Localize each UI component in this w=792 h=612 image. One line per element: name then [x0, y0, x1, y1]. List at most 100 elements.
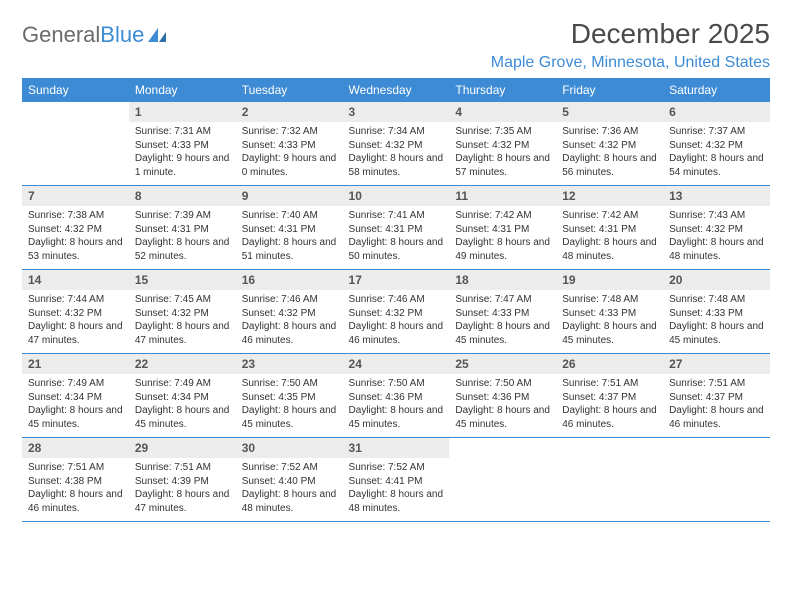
day-number: 7	[22, 186, 129, 206]
calendar-cell: 23Sunrise: 7:50 AMSunset: 4:35 PMDayligh…	[236, 354, 343, 438]
day-details: Sunrise: 7:38 AMSunset: 4:32 PMDaylight:…	[22, 206, 129, 269]
calendar-cell: 31Sunrise: 7:52 AMSunset: 4:41 PMDayligh…	[343, 438, 450, 522]
day-details: Sunrise: 7:50 AMSunset: 4:35 PMDaylight:…	[236, 374, 343, 437]
day-details: Sunrise: 7:42 AMSunset: 4:31 PMDaylight:…	[449, 206, 556, 269]
calendar-cell: 4Sunrise: 7:35 AMSunset: 4:32 PMDaylight…	[449, 102, 556, 186]
day-number: 30	[236, 438, 343, 458]
day-details	[22, 122, 129, 178]
calendar-cell: 18Sunrise: 7:47 AMSunset: 4:33 PMDayligh…	[449, 270, 556, 354]
day-number: 6	[663, 102, 770, 122]
calendar-cell: 24Sunrise: 7:50 AMSunset: 4:36 PMDayligh…	[343, 354, 450, 438]
calendar-cell: 25Sunrise: 7:50 AMSunset: 4:36 PMDayligh…	[449, 354, 556, 438]
day-details: Sunrise: 7:44 AMSunset: 4:32 PMDaylight:…	[22, 290, 129, 353]
title-block: December 2025 Maple Grove, Minnesota, Un…	[491, 18, 770, 72]
day-number: 18	[449, 270, 556, 290]
calendar-row: 7Sunrise: 7:38 AMSunset: 4:32 PMDaylight…	[22, 186, 770, 270]
day-details: Sunrise: 7:36 AMSunset: 4:32 PMDaylight:…	[556, 122, 663, 185]
calendar-cell: 6Sunrise: 7:37 AMSunset: 4:32 PMDaylight…	[663, 102, 770, 186]
day-number: 1	[129, 102, 236, 122]
day-number: 19	[556, 270, 663, 290]
calendar-row: .1Sunrise: 7:31 AMSunset: 4:33 PMDayligh…	[22, 102, 770, 186]
day-details: Sunrise: 7:43 AMSunset: 4:32 PMDaylight:…	[663, 206, 770, 269]
day-number: 11	[449, 186, 556, 206]
calendar-cell: .	[663, 438, 770, 522]
day-number: 5	[556, 102, 663, 122]
page-title: December 2025	[491, 18, 770, 50]
day-details: Sunrise: 7:46 AMSunset: 4:32 PMDaylight:…	[236, 290, 343, 353]
day-details: Sunrise: 7:49 AMSunset: 4:34 PMDaylight:…	[22, 374, 129, 437]
day-details: Sunrise: 7:42 AMSunset: 4:31 PMDaylight:…	[556, 206, 663, 269]
calendar-cell: .	[556, 438, 663, 522]
day-details	[556, 458, 663, 514]
day-details: Sunrise: 7:47 AMSunset: 4:33 PMDaylight:…	[449, 290, 556, 353]
logo-sail-icon	[146, 26, 168, 44]
calendar-cell: 3Sunrise: 7:34 AMSunset: 4:32 PMDaylight…	[343, 102, 450, 186]
day-number: 10	[343, 186, 450, 206]
day-details	[663, 458, 770, 514]
column-header: Sunday	[22, 78, 129, 102]
day-details: Sunrise: 7:51 AMSunset: 4:37 PMDaylight:…	[663, 374, 770, 437]
calendar-body: .1Sunrise: 7:31 AMSunset: 4:33 PMDayligh…	[22, 102, 770, 522]
day-details: Sunrise: 7:48 AMSunset: 4:33 PMDaylight:…	[556, 290, 663, 353]
day-details: Sunrise: 7:35 AMSunset: 4:32 PMDaylight:…	[449, 122, 556, 185]
calendar-cell: 22Sunrise: 7:49 AMSunset: 4:34 PMDayligh…	[129, 354, 236, 438]
calendar-cell: 11Sunrise: 7:42 AMSunset: 4:31 PMDayligh…	[449, 186, 556, 270]
column-header: Saturday	[663, 78, 770, 102]
day-details: Sunrise: 7:48 AMSunset: 4:33 PMDaylight:…	[663, 290, 770, 353]
calendar-cell: 30Sunrise: 7:52 AMSunset: 4:40 PMDayligh…	[236, 438, 343, 522]
day-number: 12	[556, 186, 663, 206]
day-number: 23	[236, 354, 343, 374]
calendar-row: 28Sunrise: 7:51 AMSunset: 4:38 PMDayligh…	[22, 438, 770, 522]
day-number: 24	[343, 354, 450, 374]
header: GeneralBlue December 2025 Maple Grove, M…	[22, 18, 770, 72]
day-details: Sunrise: 7:46 AMSunset: 4:32 PMDaylight:…	[343, 290, 450, 353]
day-number: 14	[22, 270, 129, 290]
column-header: Thursday	[449, 78, 556, 102]
calendar-cell: 10Sunrise: 7:41 AMSunset: 4:31 PMDayligh…	[343, 186, 450, 270]
day-number: 17	[343, 270, 450, 290]
day-details	[449, 458, 556, 514]
calendar-cell: 27Sunrise: 7:51 AMSunset: 4:37 PMDayligh…	[663, 354, 770, 438]
calendar-cell: 5Sunrise: 7:36 AMSunset: 4:32 PMDaylight…	[556, 102, 663, 186]
column-header: Wednesday	[343, 78, 450, 102]
day-number: 22	[129, 354, 236, 374]
column-header: Monday	[129, 78, 236, 102]
day-details: Sunrise: 7:40 AMSunset: 4:31 PMDaylight:…	[236, 206, 343, 269]
logo-text-blue: Blue	[100, 22, 144, 48]
day-number: 9	[236, 186, 343, 206]
day-number: 13	[663, 186, 770, 206]
calendar-cell: .	[449, 438, 556, 522]
calendar-cell: 9Sunrise: 7:40 AMSunset: 4:31 PMDaylight…	[236, 186, 343, 270]
calendar-cell: 20Sunrise: 7:48 AMSunset: 4:33 PMDayligh…	[663, 270, 770, 354]
day-details: Sunrise: 7:51 AMSunset: 4:38 PMDaylight:…	[22, 458, 129, 521]
calendar-cell: 19Sunrise: 7:48 AMSunset: 4:33 PMDayligh…	[556, 270, 663, 354]
location-text: Maple Grove, Minnesota, United States	[491, 54, 770, 72]
calendar-cell: 7Sunrise: 7:38 AMSunset: 4:32 PMDaylight…	[22, 186, 129, 270]
day-details: Sunrise: 7:52 AMSunset: 4:40 PMDaylight:…	[236, 458, 343, 521]
logo: GeneralBlue	[22, 18, 168, 48]
calendar-row: 21Sunrise: 7:49 AMSunset: 4:34 PMDayligh…	[22, 354, 770, 438]
day-details: Sunrise: 7:50 AMSunset: 4:36 PMDaylight:…	[343, 374, 450, 437]
column-header: Friday	[556, 78, 663, 102]
day-details: Sunrise: 7:32 AMSunset: 4:33 PMDaylight:…	[236, 122, 343, 185]
day-number: 29	[129, 438, 236, 458]
day-number: 21	[22, 354, 129, 374]
day-details: Sunrise: 7:34 AMSunset: 4:32 PMDaylight:…	[343, 122, 450, 185]
calendar-cell: .	[22, 102, 129, 186]
day-number: 25	[449, 354, 556, 374]
calendar-cell: 13Sunrise: 7:43 AMSunset: 4:32 PMDayligh…	[663, 186, 770, 270]
calendar-cell: 1Sunrise: 7:31 AMSunset: 4:33 PMDaylight…	[129, 102, 236, 186]
day-number: 3	[343, 102, 450, 122]
calendar-cell: 28Sunrise: 7:51 AMSunset: 4:38 PMDayligh…	[22, 438, 129, 522]
logo-text-general: General	[22, 22, 100, 48]
day-number: 20	[663, 270, 770, 290]
calendar-cell: 17Sunrise: 7:46 AMSunset: 4:32 PMDayligh…	[343, 270, 450, 354]
day-details: Sunrise: 7:41 AMSunset: 4:31 PMDaylight:…	[343, 206, 450, 269]
calendar-cell: 2Sunrise: 7:32 AMSunset: 4:33 PMDaylight…	[236, 102, 343, 186]
day-number: 26	[556, 354, 663, 374]
day-number: 2	[236, 102, 343, 122]
calendar-cell: 12Sunrise: 7:42 AMSunset: 4:31 PMDayligh…	[556, 186, 663, 270]
calendar-row: 14Sunrise: 7:44 AMSunset: 4:32 PMDayligh…	[22, 270, 770, 354]
calendar-head: SundayMondayTuesdayWednesdayThursdayFrid…	[22, 78, 770, 102]
day-number: 31	[343, 438, 450, 458]
